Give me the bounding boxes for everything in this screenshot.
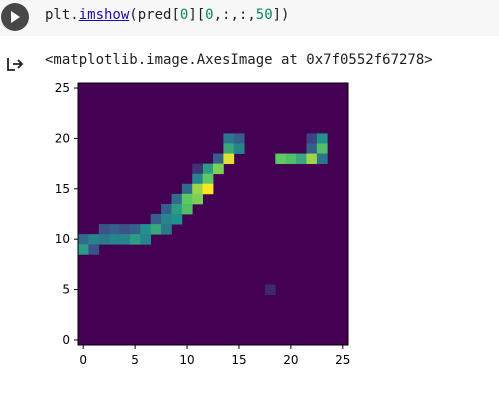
heatmap-cell xyxy=(109,234,120,245)
heatmap-cell xyxy=(306,133,318,144)
heatmap-cell xyxy=(98,234,110,245)
x-tick-label: 20 xyxy=(283,353,298,367)
x-tick-label: 15 xyxy=(231,353,246,367)
code-args-b: ][ xyxy=(188,7,206,23)
heatmap-cell xyxy=(78,234,89,245)
x-tick-label: 0 xyxy=(79,353,87,367)
heatmap-cell xyxy=(192,193,204,205)
y-tick-label: 20 xyxy=(55,131,70,145)
heatmap-cell xyxy=(88,234,100,245)
heatmap-cell xyxy=(181,183,193,195)
code-args-c: ,:,:, xyxy=(213,7,256,23)
heatmap-cell xyxy=(119,234,131,245)
output-arrow-icon[interactable] xyxy=(6,55,24,73)
heatmap-cell xyxy=(150,214,162,225)
x-tick-label: 25 xyxy=(335,353,350,367)
code-num: 0 xyxy=(205,7,214,23)
heatmap-cell xyxy=(129,224,141,235)
heatmap-cell xyxy=(140,224,152,235)
heatmap-cell xyxy=(316,143,328,154)
y-tick-label: 15 xyxy=(55,182,70,196)
heatmap-cells xyxy=(78,83,348,345)
heatmap-cell xyxy=(233,133,245,144)
heatmap-cell xyxy=(119,224,131,235)
play-icon xyxy=(11,11,20,23)
heatmap-cell xyxy=(192,173,204,185)
code-prefix: plt. xyxy=(45,7,79,23)
code-num: 50 xyxy=(255,7,273,23)
heatmap-cell xyxy=(171,203,183,215)
heatmap-cell xyxy=(171,193,183,205)
x-tick-label: 5 xyxy=(131,353,139,367)
code-args-d: ]) xyxy=(272,7,290,23)
y-tick-label: 25 xyxy=(55,81,70,95)
code-num: 0 xyxy=(179,7,189,23)
heatmap-background xyxy=(78,83,348,345)
code-args-a: (pred[ xyxy=(129,7,180,23)
heatmap-cell xyxy=(306,143,318,154)
heatmap-cell xyxy=(275,153,287,165)
code-line[interactable]: plt.imshow(pred[0][0,:,:,50]) xyxy=(45,7,289,23)
heatmap-cell xyxy=(171,214,183,225)
heatmap-cell xyxy=(316,133,328,144)
x-tick-label: 10 xyxy=(179,353,194,367)
run-cell-button[interactable] xyxy=(1,3,29,31)
output-text: <matplotlib.image.AxesImage at 0x7f0552f… xyxy=(45,52,433,68)
heatmap-cell xyxy=(181,203,193,215)
heatmap-cell xyxy=(88,244,100,255)
heatmap-cell xyxy=(223,133,235,144)
heatmap-cell xyxy=(202,173,214,185)
heatmap-cell xyxy=(233,143,245,154)
axis-ticks: 0 5 10 15 20 25 0 5 10 15 20 25 xyxy=(55,81,351,367)
heatmap-cell xyxy=(213,163,224,175)
heatmap-cell xyxy=(202,183,214,195)
heatmap-cell xyxy=(150,224,162,235)
heatmap-cell xyxy=(296,153,307,165)
heatmap-cell xyxy=(129,234,141,245)
heatmap-cell xyxy=(161,214,172,225)
heatmap-cell xyxy=(78,244,89,255)
heatmap-cell xyxy=(98,224,110,235)
code-cell[interactable]: plt.imshow(pred[0][0,:,:,50]) xyxy=(0,0,499,36)
heatmap-cell xyxy=(109,224,120,235)
heatmap-cell xyxy=(161,224,172,235)
heatmap-cell xyxy=(161,203,172,215)
y-tick-label: 5 xyxy=(62,283,70,297)
axes-frame xyxy=(77,82,349,346)
heatmap-cell xyxy=(316,153,328,165)
heatmap-cell xyxy=(140,234,152,245)
heatmap-cell xyxy=(181,193,193,205)
heatmap-cell xyxy=(223,153,235,165)
heatmap-cell xyxy=(285,153,297,165)
heatmap-cell xyxy=(306,153,318,165)
heatmap-cell xyxy=(223,143,235,154)
heatmap-cell xyxy=(192,163,204,175)
heatmap-cell xyxy=(192,183,204,195)
heatmap-cell xyxy=(202,163,214,175)
y-tick-label: 10 xyxy=(55,232,70,246)
heatmap-cell xyxy=(264,284,276,296)
y-tick-label: 0 xyxy=(62,333,70,347)
imshow-link[interactable]: imshow xyxy=(78,7,130,23)
heatmap-cell xyxy=(213,153,224,165)
